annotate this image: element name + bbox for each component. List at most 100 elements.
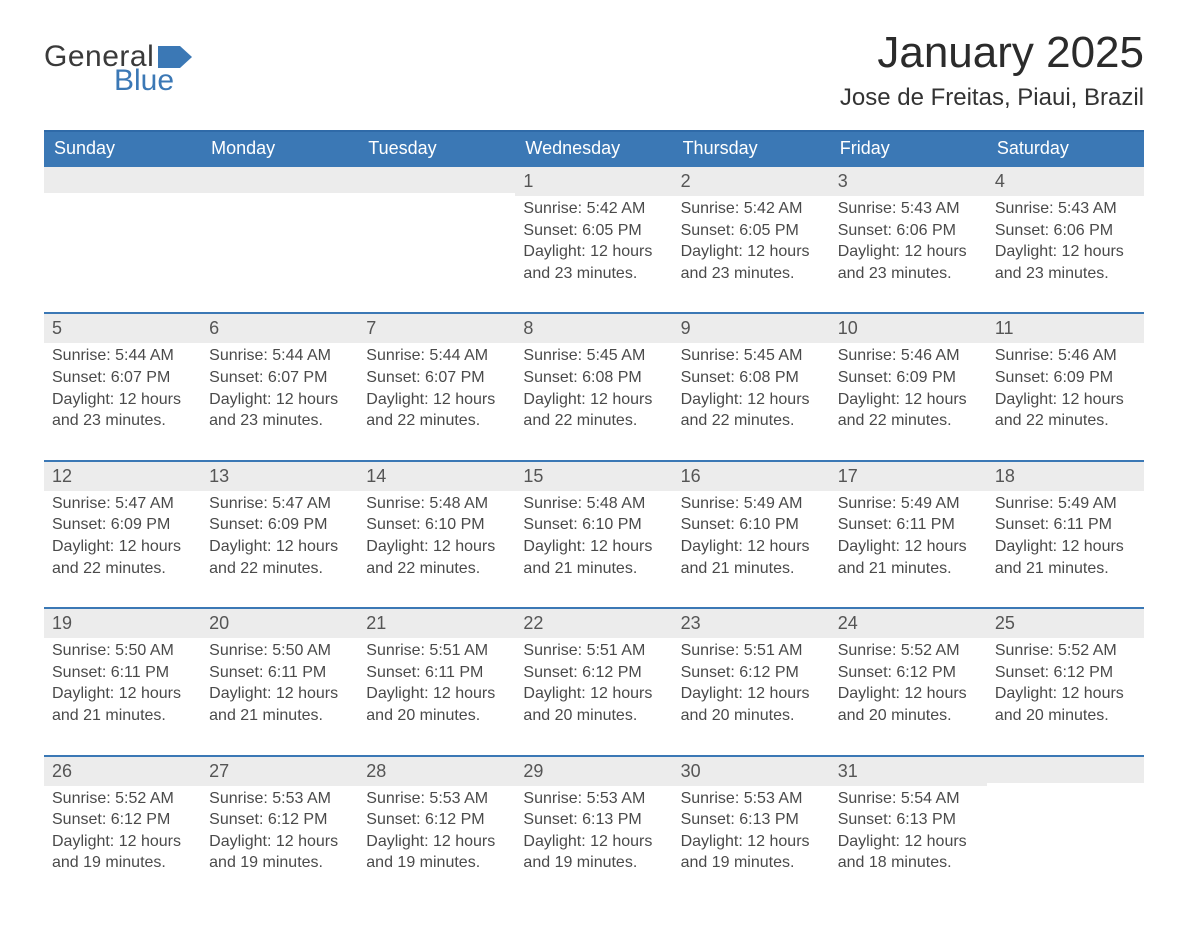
daylight-line: Daylight: 12 hours and 22 minutes. xyxy=(52,536,193,579)
daylight-line: Daylight: 12 hours and 22 minutes. xyxy=(366,536,507,579)
day-details: Sunrise: 5:44 AMSunset: 6:07 PMDaylight:… xyxy=(358,343,515,459)
daylight-line: Daylight: 12 hours and 19 minutes. xyxy=(52,831,193,874)
location-subtitle: Jose de Freitas, Piaui, Brazil xyxy=(840,84,1144,112)
day-details: Sunrise: 5:50 AMSunset: 6:11 PMDaylight:… xyxy=(44,638,201,754)
sunrise-line: Sunrise: 5:52 AM xyxy=(838,640,979,662)
calendar-week-row: 26Sunrise: 5:52 AMSunset: 6:12 PMDayligh… xyxy=(44,756,1144,902)
day-number: 22 xyxy=(515,609,672,638)
day-number: 29 xyxy=(515,757,672,786)
day-details: Sunrise: 5:45 AMSunset: 6:08 PMDaylight:… xyxy=(515,343,672,459)
sunrise-line: Sunrise: 5:50 AM xyxy=(209,640,350,662)
weekday-header: Friday xyxy=(830,131,987,167)
sunrise-line: Sunrise: 5:42 AM xyxy=(681,198,822,220)
calendar-table: SundayMondayTuesdayWednesdayThursdayFrid… xyxy=(44,130,1144,902)
day-number: 16 xyxy=(673,462,830,491)
day-details: Sunrise: 5:42 AMSunset: 6:05 PMDaylight:… xyxy=(673,196,830,312)
calendar-cell: 19Sunrise: 5:50 AMSunset: 6:11 PMDayligh… xyxy=(44,608,201,755)
daylight-line: Daylight: 12 hours and 20 minutes. xyxy=(995,683,1136,726)
day-details: Sunrise: 5:53 AMSunset: 6:13 PMDaylight:… xyxy=(515,786,672,902)
sunrise-line: Sunrise: 5:43 AM xyxy=(995,198,1136,220)
day-details: Sunrise: 5:47 AMSunset: 6:09 PMDaylight:… xyxy=(44,491,201,607)
sunset-line: Sunset: 6:07 PM xyxy=(209,367,350,389)
calendar-cell: 15Sunrise: 5:48 AMSunset: 6:10 PMDayligh… xyxy=(515,461,672,608)
day-details: Sunrise: 5:43 AMSunset: 6:06 PMDaylight:… xyxy=(830,196,987,312)
sunset-line: Sunset: 6:06 PM xyxy=(995,220,1136,242)
sunset-line: Sunset: 6:05 PM xyxy=(523,220,664,242)
calendar-cell: 31Sunrise: 5:54 AMSunset: 6:13 PMDayligh… xyxy=(830,756,987,902)
sunrise-line: Sunrise: 5:45 AM xyxy=(523,345,664,367)
day-number: 4 xyxy=(987,167,1144,196)
calendar-body: 1Sunrise: 5:42 AMSunset: 6:05 PMDaylight… xyxy=(44,167,1144,902)
day-details: Sunrise: 5:43 AMSunset: 6:06 PMDaylight:… xyxy=(987,196,1144,312)
sunrise-line: Sunrise: 5:48 AM xyxy=(523,493,664,515)
day-details: Sunrise: 5:48 AMSunset: 6:10 PMDaylight:… xyxy=(515,491,672,607)
weekday-header: Sunday xyxy=(44,131,201,167)
daylight-line: Daylight: 12 hours and 20 minutes. xyxy=(366,683,507,726)
daylight-line: Daylight: 12 hours and 22 minutes. xyxy=(523,389,664,432)
sunset-line: Sunset: 6:08 PM xyxy=(523,367,664,389)
calendar-page: General Blue January 2025 Jose de Freita… xyxy=(0,0,1188,942)
day-number: 28 xyxy=(358,757,515,786)
sunrise-line: Sunrise: 5:51 AM xyxy=(366,640,507,662)
sunset-line: Sunset: 6:10 PM xyxy=(681,514,822,536)
sunset-line: Sunset: 6:10 PM xyxy=(366,514,507,536)
sunset-line: Sunset: 6:12 PM xyxy=(52,809,193,831)
sunset-line: Sunset: 6:09 PM xyxy=(209,514,350,536)
day-number: 1 xyxy=(515,167,672,196)
daylight-line: Daylight: 12 hours and 23 minutes. xyxy=(681,241,822,284)
day-details: Sunrise: 5:50 AMSunset: 6:11 PMDaylight:… xyxy=(201,638,358,754)
daylight-line: Daylight: 12 hours and 22 minutes. xyxy=(366,389,507,432)
sunrise-line: Sunrise: 5:53 AM xyxy=(209,788,350,810)
day-number: 25 xyxy=(987,609,1144,638)
sunrise-line: Sunrise: 5:52 AM xyxy=(52,788,193,810)
sunset-line: Sunset: 6:13 PM xyxy=(523,809,664,831)
weekday-header: Thursday xyxy=(673,131,830,167)
day-number: 31 xyxy=(830,757,987,786)
day-details: Sunrise: 5:45 AMSunset: 6:08 PMDaylight:… xyxy=(673,343,830,459)
daylight-line: Daylight: 12 hours and 22 minutes. xyxy=(681,389,822,432)
daylight-line: Daylight: 12 hours and 19 minutes. xyxy=(523,831,664,874)
day-number: 2 xyxy=(673,167,830,196)
sunrise-line: Sunrise: 5:54 AM xyxy=(838,788,979,810)
day-details: Sunrise: 5:46 AMSunset: 6:09 PMDaylight:… xyxy=(987,343,1144,459)
sunset-line: Sunset: 6:09 PM xyxy=(838,367,979,389)
sunrise-line: Sunrise: 5:45 AM xyxy=(681,345,822,367)
calendar-cell: 26Sunrise: 5:52 AMSunset: 6:12 PMDayligh… xyxy=(44,756,201,902)
daylight-line: Daylight: 12 hours and 22 minutes. xyxy=(995,389,1136,432)
day-details: Sunrise: 5:53 AMSunset: 6:13 PMDaylight:… xyxy=(673,786,830,902)
sunset-line: Sunset: 6:11 PM xyxy=(209,662,350,684)
day-number: 10 xyxy=(830,314,987,343)
day-number: 14 xyxy=(358,462,515,491)
calendar-cell: 13Sunrise: 5:47 AMSunset: 6:09 PMDayligh… xyxy=(201,461,358,608)
calendar-cell: 29Sunrise: 5:53 AMSunset: 6:13 PMDayligh… xyxy=(515,756,672,902)
calendar-cell: 16Sunrise: 5:49 AMSunset: 6:10 PMDayligh… xyxy=(673,461,830,608)
day-details: Sunrise: 5:46 AMSunset: 6:09 PMDaylight:… xyxy=(830,343,987,459)
sunrise-line: Sunrise: 5:53 AM xyxy=(366,788,507,810)
month-title: January 2025 xyxy=(840,28,1144,78)
weekday-header: Monday xyxy=(201,131,358,167)
calendar-cell: 8Sunrise: 5:45 AMSunset: 6:08 PMDaylight… xyxy=(515,313,672,460)
day-details: Sunrise: 5:44 AMSunset: 6:07 PMDaylight:… xyxy=(201,343,358,459)
day-details: Sunrise: 5:51 AMSunset: 6:12 PMDaylight:… xyxy=(515,638,672,754)
day-details: Sunrise: 5:51 AMSunset: 6:11 PMDaylight:… xyxy=(358,638,515,754)
day-number: 15 xyxy=(515,462,672,491)
sunrise-line: Sunrise: 5:42 AM xyxy=(523,198,664,220)
day-details: Sunrise: 5:52 AMSunset: 6:12 PMDaylight:… xyxy=(830,638,987,754)
sunrise-line: Sunrise: 5:53 AM xyxy=(523,788,664,810)
daylight-line: Daylight: 12 hours and 23 minutes. xyxy=(52,389,193,432)
sunset-line: Sunset: 6:11 PM xyxy=(995,514,1136,536)
day-details: Sunrise: 5:52 AMSunset: 6:12 PMDaylight:… xyxy=(44,786,201,902)
sunrise-line: Sunrise: 5:51 AM xyxy=(681,640,822,662)
day-details xyxy=(987,783,1144,875)
day-number: 18 xyxy=(987,462,1144,491)
daylight-line: Daylight: 12 hours and 22 minutes. xyxy=(838,389,979,432)
weekday-header-row: SundayMondayTuesdayWednesdayThursdayFrid… xyxy=(44,131,1144,167)
day-number xyxy=(987,757,1144,783)
day-number: 7 xyxy=(358,314,515,343)
daylight-line: Daylight: 12 hours and 23 minutes. xyxy=(838,241,979,284)
daylight-line: Daylight: 12 hours and 19 minutes. xyxy=(209,831,350,874)
day-number: 17 xyxy=(830,462,987,491)
brand-word-2: Blue xyxy=(114,66,192,96)
sunrise-line: Sunrise: 5:44 AM xyxy=(209,345,350,367)
calendar-cell-empty xyxy=(44,167,201,313)
